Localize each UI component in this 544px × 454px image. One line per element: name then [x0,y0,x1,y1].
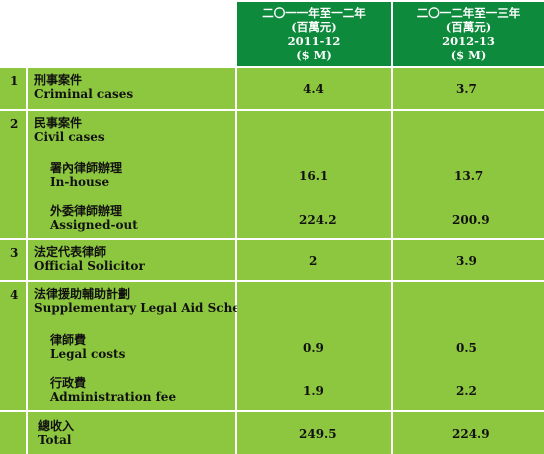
row2-label-en: Civil cases [34,130,105,144]
row2-num-cell: 2 [0,111,26,238]
total-label-en: Total [38,433,72,447]
row4-sub1-value-2012-13: 0.5 [456,341,477,355]
header-col1-line1: 二〇一一年至一二年 [262,6,366,20]
row2-sub1-label-zh: 署內律師辦理 [50,161,123,175]
total-label-cell: 總收入 Total [28,412,235,454]
header-col-2012-13: 二〇一二年至一三年 (百萬元) 2012-13 ($ M) [393,2,544,66]
row4-num-cell: 4 [0,282,26,410]
row2-sub2-value-2012-13: 200.9 [452,213,490,227]
row1-val2-cell: 3.7 [393,68,544,109]
row2-val2-cell: 13.7 200.9 [393,111,544,238]
row3-val2-cell: 3.9 [393,240,544,280]
row4-val1-cell: 0.9 1.9 [237,282,391,410]
total-label-zh: 總收入 [38,419,75,433]
total-val2-cell: 224.9 [393,412,544,454]
row1-label-cell: 刑事案件 Criminal cases [28,68,235,109]
row2-sub2-label-zh: 外委律師辦理 [50,204,123,218]
row4-label-en: Supplementary Legal Aid Scheme [34,301,261,315]
row1-number: 1 [10,74,19,88]
row1-num-cell: 1 [0,68,26,109]
header-col1-line2: (百萬元) [291,20,337,34]
row2-label-cell: 民事案件 Civil cases 署內律師辦理 In-house 外委律師辦理 … [28,111,235,238]
header-col-2011-12: 二〇一一年至一二年 (百萬元) 2011-12 ($ M) [237,2,391,66]
row1-label-zh: 刑事案件 [34,73,83,87]
total-value-2012-13: 224.9 [452,427,490,441]
row4-sub1-label-en: Legal costs [50,347,126,361]
row4-sub1-label-zh: 律師費 [50,333,87,347]
row4-sub2-label-en: Administration fee [50,390,177,404]
row1-value-2012-13: 3.7 [456,82,477,96]
row2-number: 2 [10,117,19,131]
row2-val1-cell: 16.1 224.2 [237,111,391,238]
total-val1-cell: 249.5 [237,412,391,454]
row3-number: 3 [10,246,19,260]
row4-sub2-label-zh: 行政費 [50,376,87,390]
header-col2-line3: 2012-13 [442,34,495,48]
row2-sub1-value-2012-13: 13.7 [454,169,484,183]
row3-label-en: Official Solicitor [34,259,145,273]
row2-sub1-label-en: In-house [50,175,110,189]
total-value-2011-12: 249.5 [299,427,337,441]
row4-number: 4 [10,288,19,302]
header-col2-line4: ($ M) [450,48,487,62]
row4-val2-cell: 0.5 2.2 [393,282,544,410]
row4-sub2-value-2011-12: 1.9 [303,384,324,398]
total-num-cell [0,412,26,454]
row3-label-zh: 法定代表律師 [34,245,107,259]
row2-sub1-value-2011-12: 16.1 [299,169,329,183]
row4-sub1-value-2011-12: 0.9 [303,341,324,355]
header-col2-line2: (百萬元) [445,20,492,34]
row4-label-cell: 法律援助輔助計劃 Supplementary Legal Aid Scheme … [28,282,260,410]
row4-sub2-value-2012-13: 2.2 [456,384,477,398]
row3-num-cell: 3 [0,240,26,280]
row3-val1-cell: 2 [237,240,391,280]
row3-value-2011-12: 2 [309,254,318,268]
row3-label-cell: 法定代表律師 Official Solicitor [28,240,235,280]
row3-value-2012-13: 3.9 [456,254,477,268]
row1-label-en: Criminal cases [34,87,134,101]
row2-sub2-label-en: Assigned-out [50,218,138,232]
header-col2-line1: 二〇一二年至一三年 [416,6,521,20]
row1-val1-cell: 4.4 [237,68,391,109]
row4-label-zh: 法律援助輔助計劃 [34,287,131,301]
header-col1-line3: 2011-12 [287,34,341,48]
row2-label-zh: 民事案件 [34,116,83,130]
header-col1-line4: ($ M) [296,48,332,62]
row1-value-2011-12: 4.4 [303,82,324,96]
row2-sub2-value-2011-12: 224.2 [299,213,337,227]
